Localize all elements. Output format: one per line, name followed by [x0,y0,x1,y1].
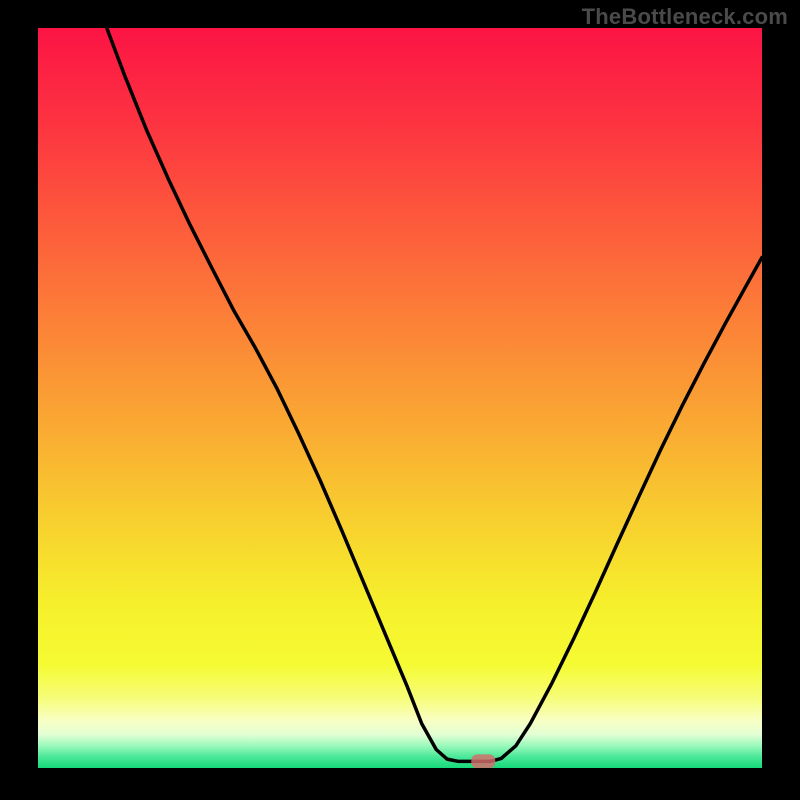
chart-container: TheBottleneck.com [0,0,800,800]
chart-border [762,0,800,800]
watermark-text: TheBottleneck.com [582,4,788,30]
chart-border [0,0,38,800]
marker-pill [471,754,495,768]
chart-border [0,768,800,800]
bottleneck-chart [0,0,800,800]
gradient-background [38,28,762,768]
